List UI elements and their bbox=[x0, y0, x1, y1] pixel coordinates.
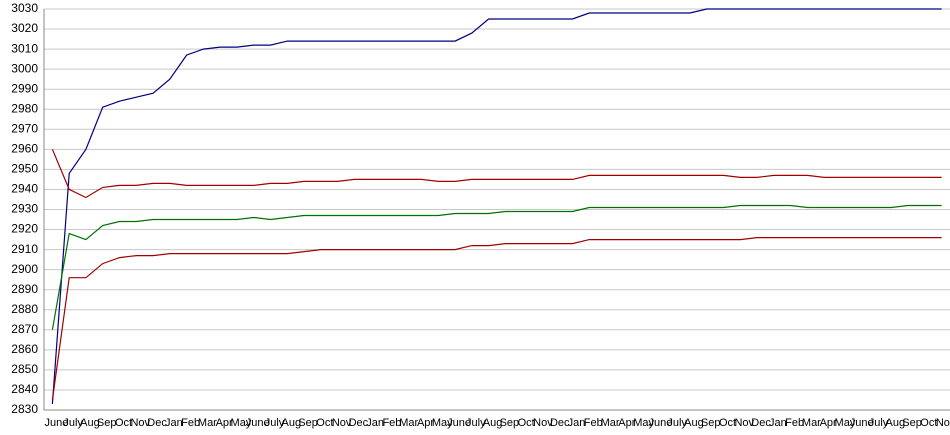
x-tick-label: May bbox=[231, 417, 252, 429]
x-tick-label: June bbox=[246, 417, 270, 429]
x-tick-label: Oct bbox=[719, 417, 736, 429]
x-tick-label: Aug bbox=[281, 417, 301, 429]
x-tick-label: Jan bbox=[165, 417, 183, 429]
x-tick-label: Apr bbox=[618, 417, 635, 429]
x-tick-label: Nov bbox=[130, 417, 150, 429]
x-tick-label: Mar bbox=[198, 417, 217, 429]
x-tick-label: Mar bbox=[601, 417, 620, 429]
x-tick-label: Dec bbox=[147, 417, 167, 429]
x-tick-label: Feb bbox=[584, 417, 603, 429]
y-tick-label: 2960 bbox=[11, 142, 38, 156]
x-tick-label: June bbox=[44, 417, 68, 429]
x-tick-label: July bbox=[265, 417, 285, 429]
y-tick-label: 2920 bbox=[11, 222, 38, 236]
x-tick-label: Oct bbox=[316, 417, 333, 429]
y-tick-label: 2990 bbox=[11, 81, 38, 95]
y-tick-label: 2980 bbox=[11, 101, 38, 115]
x-tick-label: Nov bbox=[533, 417, 553, 429]
x-tick-label: June bbox=[648, 417, 672, 429]
x-tick-label: June bbox=[447, 417, 471, 429]
x-tick-label: Aug bbox=[885, 417, 905, 429]
series-line bbox=[51, 204, 942, 330]
x-tick-label: Jan bbox=[769, 417, 787, 429]
y-tick-label: 2940 bbox=[11, 182, 38, 196]
x-tick-label: May bbox=[432, 417, 453, 429]
series-line bbox=[51, 149, 942, 199]
y-tick-label: 3010 bbox=[11, 41, 38, 55]
x-tick-label: Jan bbox=[568, 417, 586, 429]
x-tick-label: Sep bbox=[701, 417, 721, 429]
x-tick-label: July bbox=[667, 417, 687, 429]
x-tick-label: Dec bbox=[349, 417, 369, 429]
x-tick-label: Aug bbox=[684, 417, 704, 429]
x-tick-label: Dec bbox=[550, 417, 570, 429]
x-tick-label: Apr bbox=[417, 417, 434, 429]
y-tick-label: 2830 bbox=[11, 402, 38, 416]
x-tick-label: Mar bbox=[802, 417, 821, 429]
x-tick-label: Feb bbox=[382, 417, 401, 429]
y-tick-label: 2860 bbox=[11, 342, 38, 356]
x-tick-label: Sep bbox=[97, 417, 117, 429]
x-tick-label: Oct bbox=[518, 417, 535, 429]
y-tick-label: 2880 bbox=[11, 302, 38, 316]
x-tick-label: Apr bbox=[216, 417, 233, 429]
x-tick-label: Sep bbox=[500, 417, 520, 429]
x-tick-label: Oct bbox=[115, 417, 132, 429]
x-tick-label: Sep bbox=[298, 417, 318, 429]
x-tick-label: May bbox=[633, 417, 654, 429]
x-tick-label: Dec bbox=[751, 417, 771, 429]
y-tick-label: 2870 bbox=[11, 322, 38, 336]
y-tick-label: 2850 bbox=[11, 362, 38, 376]
x-tick-label: Mar bbox=[399, 417, 418, 429]
y-tick-label: 2840 bbox=[11, 382, 38, 396]
x-tick-label: May bbox=[835, 417, 856, 429]
x-tick-label: Aug bbox=[483, 417, 503, 429]
x-tick-label: June bbox=[850, 417, 874, 429]
x-tick-label: July bbox=[869, 417, 889, 429]
y-tick-label: 2900 bbox=[11, 262, 38, 276]
y-tick-label: 3020 bbox=[11, 21, 38, 35]
x-tick-label: Feb bbox=[181, 417, 200, 429]
x-tick-label: Oct bbox=[920, 417, 937, 429]
x-tick-label: Nov bbox=[936, 417, 950, 429]
y-tick-label: 2970 bbox=[11, 121, 38, 135]
x-tick-label: Nov bbox=[332, 417, 352, 429]
series-line bbox=[51, 237, 942, 401]
y-tick-label: 3000 bbox=[11, 61, 38, 75]
y-tick-label: 2890 bbox=[11, 282, 38, 296]
y-tick-label: 2930 bbox=[11, 202, 38, 216]
x-tick-label: July bbox=[466, 417, 486, 429]
x-tick-label: Jan bbox=[366, 417, 384, 429]
x-tick-label: Aug bbox=[80, 417, 100, 429]
x-tick-label: Sep bbox=[902, 417, 922, 429]
x-tick-label: Apr bbox=[820, 417, 837, 429]
x-tick-label: Feb bbox=[785, 417, 804, 429]
series-line bbox=[51, 8, 942, 405]
y-tick-label: 2950 bbox=[11, 162, 38, 176]
x-axis: JuneJulyAugSepOctNovDecJanFebMarAprMayJu… bbox=[44, 417, 950, 429]
y-tick-label: 3030 bbox=[11, 1, 38, 15]
y-tick-label: 2910 bbox=[11, 242, 38, 256]
x-tick-label: Nov bbox=[734, 417, 754, 429]
x-tick-label: July bbox=[63, 417, 83, 429]
